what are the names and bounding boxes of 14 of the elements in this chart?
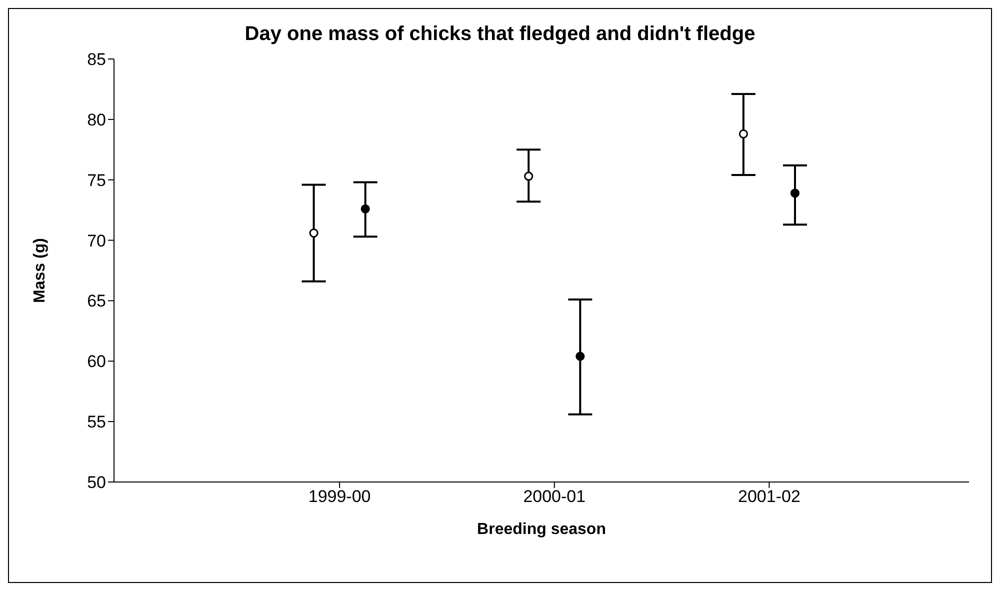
y-tick-label: 80: [87, 110, 106, 130]
y-tick-label: 85: [87, 50, 106, 70]
x-axis-title: Breeding season: [477, 521, 606, 538]
x-tick-label: 2000-01: [523, 487, 586, 506]
y-tick-label: 60: [87, 352, 106, 372]
y-tick-label: 55: [87, 412, 106, 432]
y-tick-label: 50: [87, 473, 106, 492]
y-tick-label: 75: [87, 170, 106, 190]
y-axis-title: Mass (g): [32, 238, 49, 303]
x-tick-label: 1999-00: [308, 487, 371, 506]
chart-title: Day one mass of chicks that fledged and didn't fledge: [244, 23, 756, 46]
x-tick-label: 2001-02: [738, 487, 800, 506]
y-tick-label: 70: [87, 231, 106, 250]
y-tick-label: 65: [87, 292, 106, 311]
